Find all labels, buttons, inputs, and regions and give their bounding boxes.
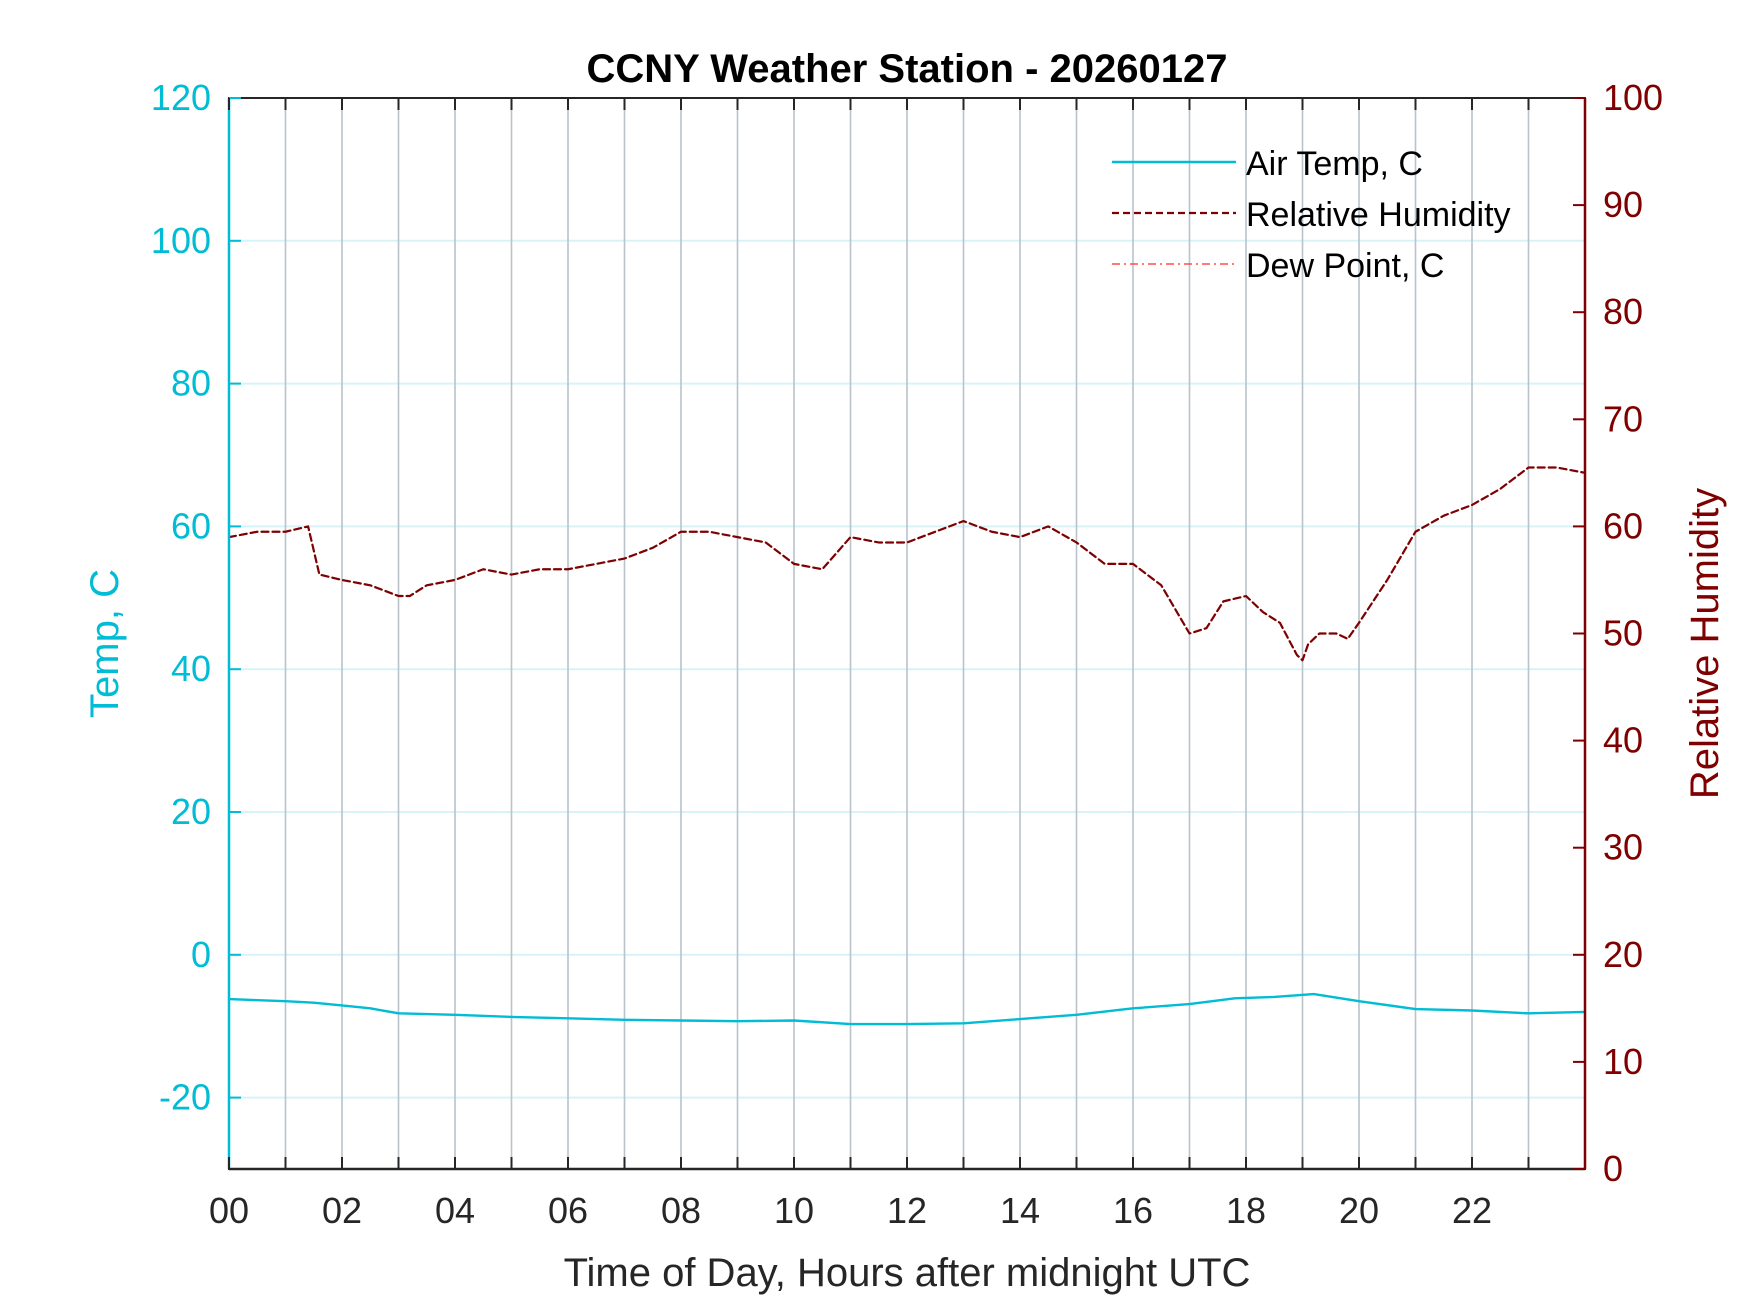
- chart-title: CCNY Weather Station - 20260127: [587, 47, 1228, 91]
- series-line-1: [227, 466, 1587, 662]
- left-tick-label: 100: [151, 220, 211, 261]
- right-tick-label: 100: [1603, 77, 1663, 118]
- right-tick-label: 60: [1603, 505, 1643, 546]
- right-tick-label: 70: [1603, 398, 1643, 439]
- right-tick-label: 40: [1603, 720, 1643, 761]
- series-line-0: [227, 992, 1587, 1026]
- right-tick-label: 50: [1603, 613, 1643, 654]
- legend-label-rh: Relative Humidity: [1246, 196, 1511, 234]
- x-tick-label: 14: [1000, 1190, 1040, 1231]
- series-layer: [227, 466, 1587, 1026]
- right-tick-label: 90: [1603, 184, 1643, 225]
- grid-layer: [229, 98, 1585, 1169]
- x-tick-label: 00: [209, 1190, 249, 1231]
- left-tick-label: 80: [171, 363, 211, 404]
- left-tick-label: -20: [159, 1077, 211, 1118]
- left-tick-label: 40: [171, 648, 211, 689]
- right-tick-label: 10: [1603, 1041, 1643, 1082]
- x-tick-label: 18: [1226, 1190, 1266, 1231]
- tick-layer: -200204060801001200102030405060708090100…: [151, 77, 1663, 1231]
- left-tick-label: 0: [191, 934, 211, 975]
- right-tick-label: 30: [1603, 827, 1643, 868]
- x-tick-label: 02: [322, 1190, 362, 1231]
- x-tick-label: 22: [1452, 1190, 1492, 1231]
- right-tick-label: 20: [1603, 934, 1643, 975]
- y-axis-right-label: Relative Humidity: [1683, 488, 1727, 799]
- x-tick-label: 16: [1113, 1190, 1153, 1231]
- y-axis-left-label: Temp, C: [83, 569, 127, 718]
- x-tick-label: 10: [774, 1190, 814, 1231]
- x-tick-label: 04: [435, 1190, 475, 1231]
- legend: Air Temp, C Relative Humidity Dew Point,…: [1112, 145, 1511, 285]
- x-tick-label: 06: [548, 1190, 588, 1231]
- legend-label-temp: Air Temp, C: [1246, 145, 1423, 183]
- x-tick-label: 08: [661, 1190, 701, 1231]
- x-tick-label: 12: [887, 1190, 927, 1231]
- left-tick-label: 60: [171, 505, 211, 546]
- x-axis-label: Time of Day, Hours after midnight UTC: [564, 1251, 1251, 1295]
- left-tick-label: 120: [151, 77, 211, 118]
- left-tick-label: 20: [171, 791, 211, 832]
- right-tick-label: 80: [1603, 291, 1643, 332]
- legend-label-dew: Dew Point, C: [1246, 247, 1444, 285]
- x-tick-label: 20: [1339, 1190, 1379, 1231]
- right-tick-label: 0: [1603, 1148, 1623, 1189]
